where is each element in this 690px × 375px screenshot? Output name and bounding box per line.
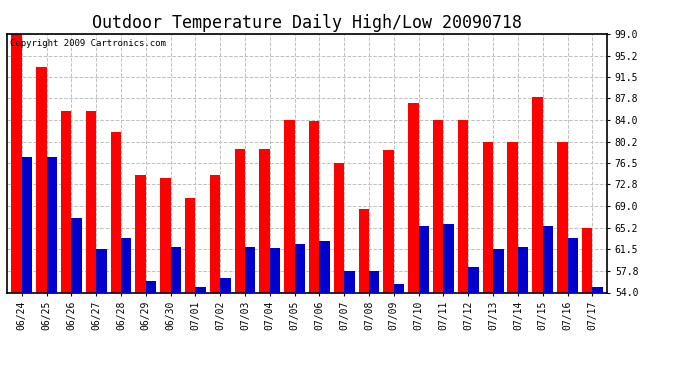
Bar bbox=[220, 278, 230, 292]
Title: Outdoor Temperature Daily High/Low 20090718: Outdoor Temperature Daily High/Low 20090… bbox=[92, 14, 522, 32]
Bar bbox=[36, 67, 47, 292]
Bar bbox=[61, 111, 71, 292]
Bar bbox=[22, 158, 32, 292]
Bar bbox=[334, 163, 344, 292]
Bar bbox=[518, 246, 529, 292]
Bar bbox=[96, 249, 107, 292]
Bar bbox=[444, 224, 454, 292]
Bar bbox=[592, 287, 603, 292]
Bar bbox=[557, 142, 567, 292]
Bar bbox=[507, 142, 518, 292]
Bar bbox=[408, 103, 419, 292]
Bar bbox=[458, 120, 469, 292]
Bar bbox=[295, 244, 305, 292]
Bar bbox=[121, 238, 131, 292]
Bar bbox=[195, 287, 206, 292]
Bar bbox=[235, 149, 245, 292]
Text: Copyright 2009 Cartronics.com: Copyright 2009 Cartronics.com bbox=[10, 39, 166, 48]
Bar bbox=[270, 248, 280, 292]
Bar bbox=[493, 249, 504, 292]
Bar bbox=[110, 132, 121, 292]
Bar bbox=[245, 246, 255, 292]
Bar bbox=[259, 149, 270, 292]
Bar bbox=[419, 226, 429, 292]
Bar bbox=[309, 121, 319, 292]
Bar bbox=[185, 198, 195, 292]
Bar bbox=[543, 226, 553, 292]
Bar bbox=[319, 241, 330, 292]
Bar bbox=[170, 246, 181, 292]
Bar bbox=[483, 142, 493, 292]
Bar bbox=[71, 218, 82, 292]
Bar bbox=[146, 281, 156, 292]
Bar bbox=[344, 271, 355, 292]
Bar bbox=[135, 175, 146, 292]
Bar bbox=[567, 238, 578, 292]
Bar bbox=[369, 271, 380, 292]
Bar bbox=[384, 150, 394, 292]
Bar bbox=[47, 158, 57, 292]
Bar bbox=[160, 177, 170, 292]
Bar bbox=[86, 111, 96, 292]
Bar bbox=[359, 209, 369, 292]
Bar bbox=[469, 267, 479, 292]
Bar bbox=[433, 120, 444, 292]
Bar bbox=[210, 175, 220, 292]
Bar bbox=[11, 34, 22, 292]
Bar bbox=[284, 120, 295, 292]
Bar bbox=[532, 97, 543, 292]
Bar bbox=[582, 228, 592, 292]
Bar bbox=[394, 284, 404, 292]
